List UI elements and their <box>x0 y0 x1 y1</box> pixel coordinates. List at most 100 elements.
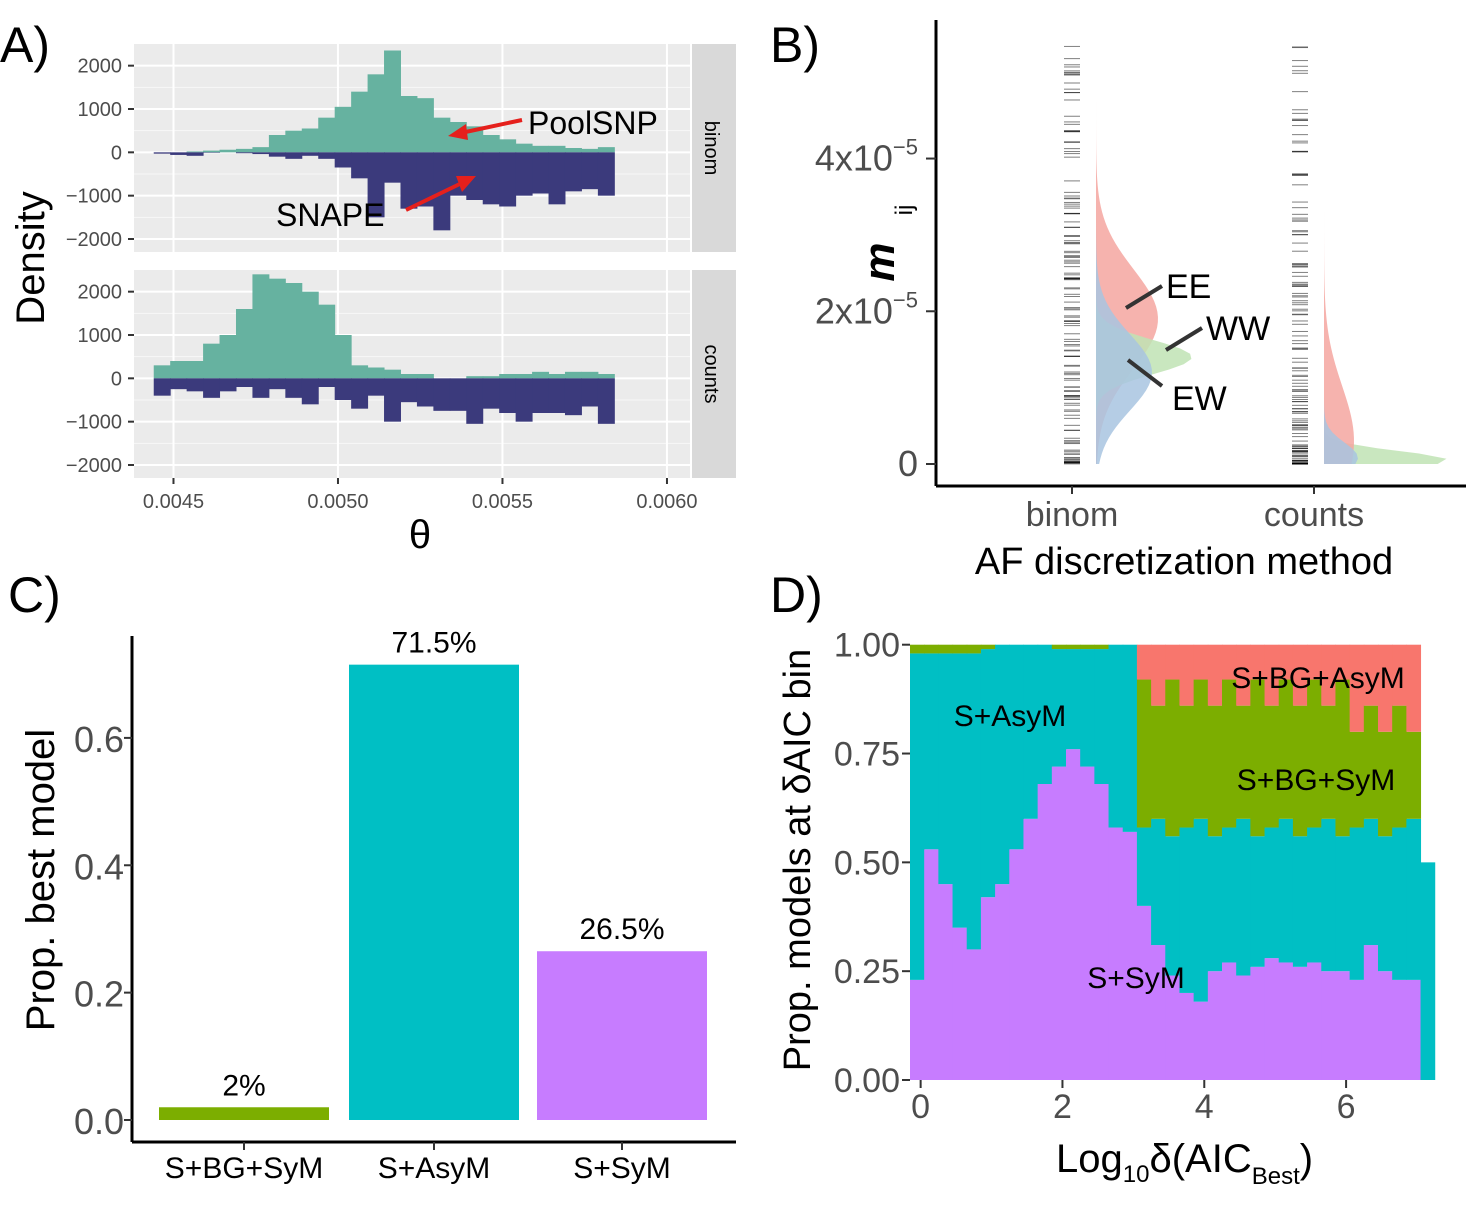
histogram-bar <box>516 374 533 378</box>
histogram-bar <box>368 368 385 379</box>
histogram-bar <box>187 378 204 391</box>
stacked-bar-segment <box>1293 836 1308 967</box>
stacked-bar-segment <box>1165 645 1180 680</box>
panel-d-xlabel: Log10δ(AICBest) <box>1056 1137 1313 1190</box>
histogram-bar <box>269 135 286 152</box>
histogram-bar <box>433 118 450 153</box>
x-tick-label: 0.0050 <box>307 491 368 513</box>
stacked-bar-segment <box>953 653 968 927</box>
histogram-bar <box>598 152 615 195</box>
stacked-bar-segment <box>967 653 982 949</box>
histogram-bar <box>335 107 352 153</box>
stacked-bar-segment <box>1250 836 1265 967</box>
histogram-bar <box>598 378 615 424</box>
histogram-bar <box>532 378 549 413</box>
stacked-bar-segment <box>953 645 968 654</box>
bar-1 <box>349 665 519 1120</box>
stacked-bar-segment <box>1293 967 1308 1080</box>
histogram-bar <box>483 376 500 378</box>
histogram-bar <box>351 92 368 153</box>
stacked-bar-segment <box>910 645 925 654</box>
histogram-bar <box>598 147 615 152</box>
histogram-bar <box>565 152 582 191</box>
stacked-bar-segment <box>1307 828 1322 963</box>
histogram-bar <box>351 365 368 378</box>
stacked-bar-segment <box>1179 645 1194 706</box>
panel-a: binom counts 200010000−1000−200020001000… <box>9 44 736 557</box>
x-tick-label: 2 <box>1053 1088 1072 1126</box>
histogram-bar <box>170 378 187 389</box>
panel-d-ylabel: Prop. models at δAIC bin <box>777 649 819 1071</box>
panel-b-label: B) <box>770 17 820 73</box>
histogram-bar <box>565 148 582 152</box>
histogram-bar <box>400 96 417 152</box>
stacked-bar-segment <box>1335 836 1350 971</box>
histogram-bar <box>499 374 516 378</box>
x-tick-label: counts <box>1264 496 1364 534</box>
histogram-bar <box>351 378 368 408</box>
y-tick-label: 0 <box>111 142 122 164</box>
panel-a-ylabel: Density <box>9 191 53 324</box>
stacked-bar-segment <box>1009 849 1024 1080</box>
histogram-bar <box>483 135 500 152</box>
bar-0 <box>159 1107 329 1120</box>
histogram-bar <box>302 152 319 155</box>
stacked-bar-segment <box>1321 706 1336 819</box>
histogram-bar <box>302 378 319 404</box>
stacked-bar-segment <box>1378 971 1393 1080</box>
stacked-bar-segment <box>1406 645 1421 732</box>
histogram-bar <box>302 129 319 153</box>
x-tick-label: 0.0055 <box>472 491 533 513</box>
histogram-bar <box>516 152 533 195</box>
stacked-bar-segment <box>1109 828 1124 1080</box>
histogram-bar <box>549 374 566 378</box>
stacked-bar-segment <box>1137 680 1152 828</box>
stacked-bar-segment <box>1194 1002 1209 1080</box>
bar-value-label: 2% <box>222 1069 265 1102</box>
poolsnp-annotation: PoolSNP <box>528 105 658 141</box>
histogram-bar <box>252 152 269 154</box>
panel-b: 0 2x10−5 4x10−5 binom counts m ij AF discre… <box>815 20 1466 583</box>
stacked-bar-segment <box>1307 962 1322 1080</box>
histogram-bar <box>483 378 500 408</box>
stacked-bar-segment <box>967 645 982 654</box>
stacked-bar-segment <box>924 849 939 1080</box>
panel-b-ylabel: m <box>855 242 904 281</box>
stacked-bar-segment <box>1194 819 1209 1002</box>
histogram-bar <box>285 378 302 398</box>
stacked-bar-segment <box>1350 828 1365 980</box>
y-tick-label: −2000 <box>66 229 122 251</box>
histogram-bar <box>203 344 220 379</box>
stacked-bar-segment <box>1052 645 1067 649</box>
stacked-bar-segment <box>1279 819 1294 963</box>
histogram-bar <box>252 274 269 378</box>
histogram-bar <box>335 152 352 167</box>
label-s-asym: S+AsyM <box>954 700 1067 733</box>
stacked-bar-segment <box>1179 706 1194 828</box>
histogram-bar <box>532 146 549 153</box>
histogram-bar <box>516 144 533 153</box>
histogram-bar <box>598 374 615 378</box>
stacked-bar-segment <box>1279 962 1294 1080</box>
y-tick-label: 2000 <box>78 56 123 78</box>
stacked-bar-segment <box>1066 749 1081 1080</box>
panel-d-label: D) <box>770 567 823 623</box>
stacked-bar-segment <box>1151 819 1166 945</box>
stacked-bar-segment <box>1208 645 1223 706</box>
histogram-bar <box>269 378 286 389</box>
bar-value-label: 71.5% <box>391 627 476 660</box>
x-tick-label: S+AsyM <box>378 1152 491 1185</box>
stacked-bar-segment <box>1392 828 1407 980</box>
histogram-bar <box>499 378 516 413</box>
histogram-bar <box>220 378 237 391</box>
histogram-bar <box>433 378 450 411</box>
histogram-bar <box>154 378 171 395</box>
facet-label-counts: counts <box>700 345 722 404</box>
histogram-bar <box>417 378 434 406</box>
x-tick-label: S+SyM <box>573 1152 671 1185</box>
stacked-bar-segment <box>1123 645 1138 832</box>
histogram-bar <box>400 152 417 208</box>
stacked-bar-segment <box>938 653 953 884</box>
stacked-bar-segment <box>1364 706 1379 819</box>
bar-value-label: 26.5% <box>579 913 664 946</box>
